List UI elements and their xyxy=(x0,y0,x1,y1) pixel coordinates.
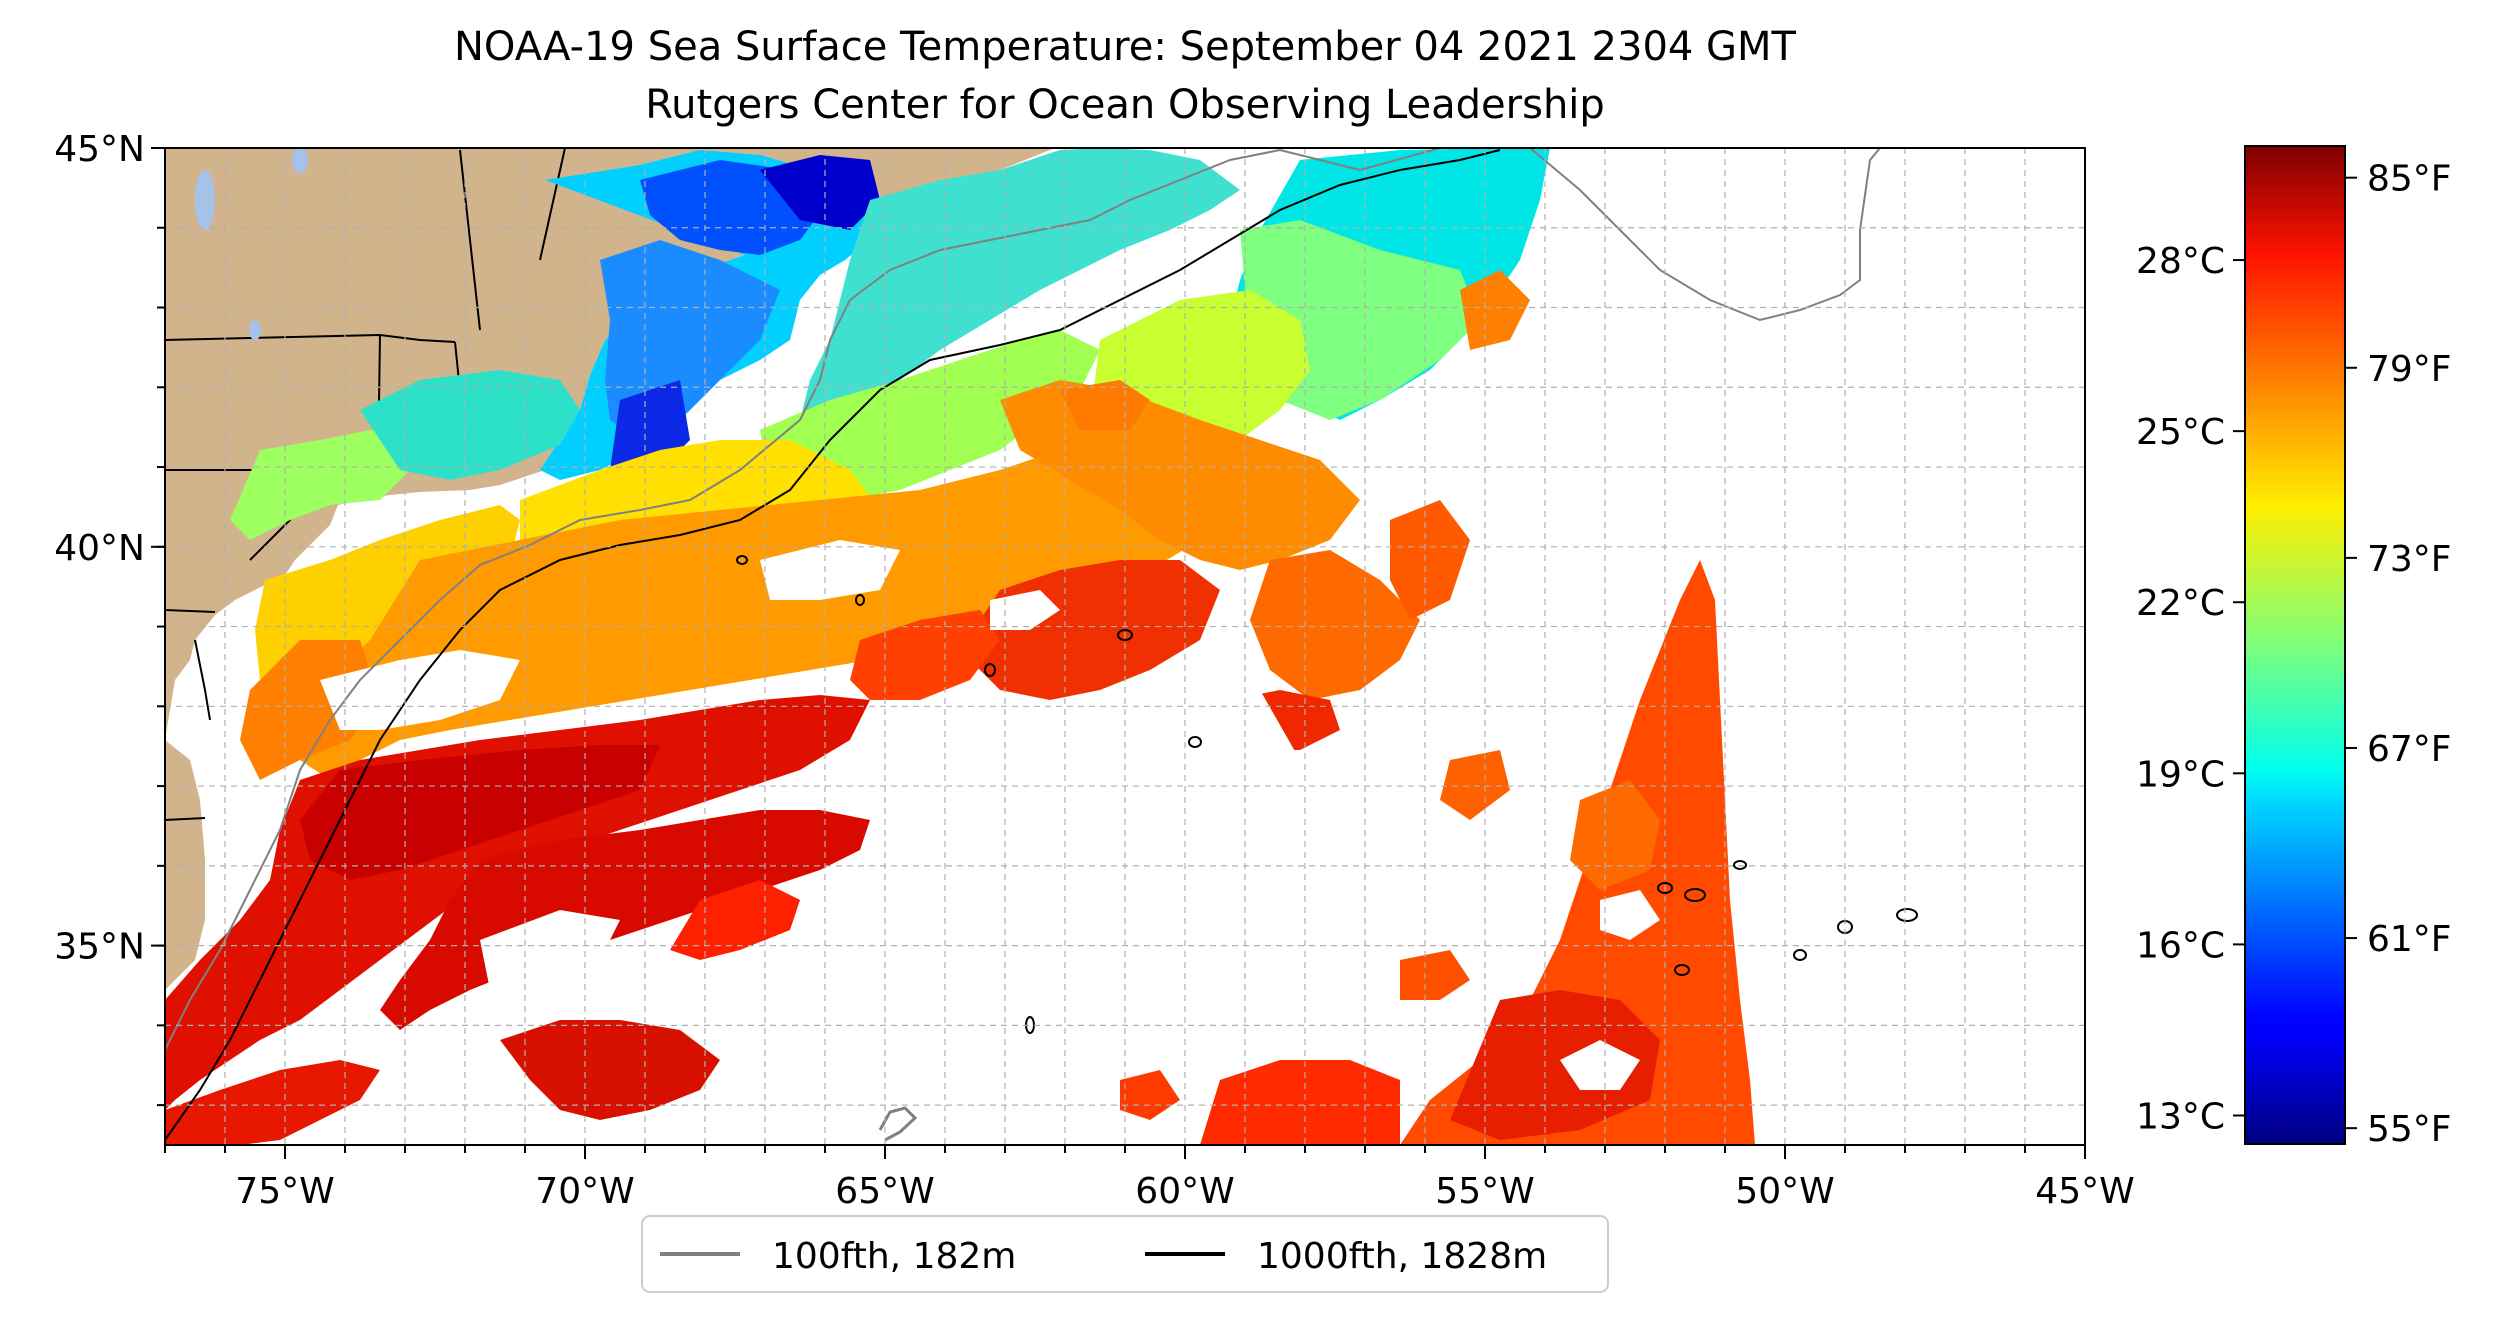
seamount-shallow xyxy=(878,1106,918,1142)
lon-tick-label: 60°W xyxy=(1135,1171,1234,1212)
colorbar-frame xyxy=(2244,145,2346,1145)
lon-tick-label: 45°W xyxy=(2035,1171,2134,1212)
gridlines xyxy=(165,148,2085,1145)
legend-label-1000fth: 1000fth, 1828m xyxy=(1257,1236,1547,1277)
lon-tick-label: 70°W xyxy=(535,1171,634,1212)
colorbar-label-f: 61°F xyxy=(2367,919,2452,960)
land-south xyxy=(165,740,205,990)
colorbar-label-c: 28°C xyxy=(2136,241,2225,282)
land xyxy=(165,148,1055,740)
longitude-axis: 75°W 70°W 65°W 60°W 55°W 50°W 45°W xyxy=(164,1145,2135,1212)
colorbar-label-f: 73°F xyxy=(2367,539,2452,580)
colorbar-gradient xyxy=(2245,146,2345,1144)
lon-tick-label: 75°W xyxy=(235,1171,334,1212)
lon-tick-label: 65°W xyxy=(835,1171,934,1212)
lon-tick-label: 55°W xyxy=(1435,1171,1534,1212)
colorbar-label-c: 19°C xyxy=(2136,754,2225,795)
isobath-100fth xyxy=(165,148,1441,1051)
colorbar-label-f: 67°F xyxy=(2367,729,2452,770)
colorbar-celsius-axis: 13°C 16°C 19°C 22°C 25°C 28°C xyxy=(2136,241,2245,1137)
isobaths xyxy=(165,148,1918,1142)
colorbar-label-c: 13°C xyxy=(2136,1096,2225,1137)
isobath-1000fth xyxy=(165,149,1501,1141)
lat-tick-label: 35°N xyxy=(54,927,145,968)
legend-box xyxy=(641,1215,1609,1293)
lat-tick-label: 45°N xyxy=(54,129,145,170)
colorbar-label-f: 85°F xyxy=(2367,159,2452,200)
colorbar-label-c: 16°C xyxy=(2136,925,2225,966)
map-area xyxy=(165,148,2085,1145)
legend: 100fth, 182m 1000fth, 1828m xyxy=(641,1215,1609,1293)
latitude-axis: 35°N 40°N 45°N xyxy=(54,129,165,1107)
lat-tick-label: 40°N xyxy=(54,528,145,569)
map-title: NOAA-19 Sea Surface Temperature: Septemb… xyxy=(454,24,1796,70)
lon-tick-label: 50°W xyxy=(1735,1171,1834,1212)
colorbar: 55°F 61°F 67°F 73°F 79°F 85°F 13°C 16°C 19°C 22°… xyxy=(2136,145,2452,1150)
colorbar-fahrenheit-axis: 55°F 61°F 67°F 73°F 79°F 85°F xyxy=(2345,159,2452,1150)
colorbar-label-f: 79°F xyxy=(2367,349,2452,390)
legend-label-100fth: 100fth, 182m xyxy=(772,1236,1016,1277)
isobath-100fth-ne xyxy=(1529,148,1881,322)
map-subtitle: Rutgers Center for Ocean Observing Leade… xyxy=(645,82,1605,128)
colorbar-label-c: 25°C xyxy=(2136,412,2225,453)
colorbar-label-f: 55°F xyxy=(2367,1109,2452,1150)
colorbar-label-c: 22°C xyxy=(2136,583,2225,624)
lakes xyxy=(195,148,308,340)
